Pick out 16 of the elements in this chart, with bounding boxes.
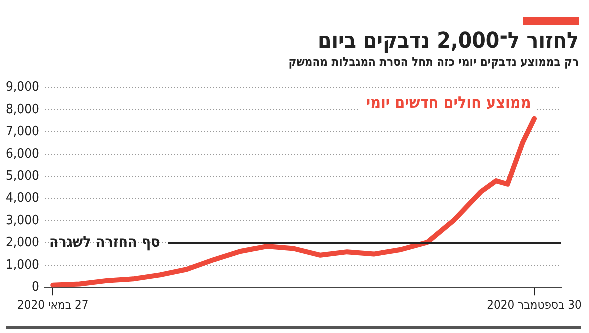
y-tick-label: 4,000 <box>6 191 40 206</box>
x-tick-label: 30 בספטמבר 2020 <box>487 298 582 312</box>
y-tick-label: 6,000 <box>6 146 40 162</box>
series-label: ממוצע חולים חדשים יומי <box>366 92 532 112</box>
y-tick-label: 2,000 <box>6 236 40 251</box>
x-tick-label: 27 במאי 2020 <box>17 298 89 312</box>
ref-line-label: סף החזרה לשגרה <box>49 233 160 252</box>
chart-subtitle: רק בממוצע נדבקים יומי כזה תחל הסרת המגבלות מהמשק <box>288 55 579 70</box>
y-tick-label: 1,000 <box>6 258 40 273</box>
y-tick-label: 3,000 <box>6 213 40 228</box>
y-tick-label: 7,000 <box>6 124 40 140</box>
chart-title: לחזור ל־2,000 נדבקים ביום <box>318 29 579 55</box>
y-tick-label: 5,000 <box>6 168 40 184</box>
y-tick-label: 0 <box>32 280 40 295</box>
y-tick-label: 8,000 <box>6 102 40 118</box>
y-tick-label: 9,000 <box>6 80 40 96</box>
